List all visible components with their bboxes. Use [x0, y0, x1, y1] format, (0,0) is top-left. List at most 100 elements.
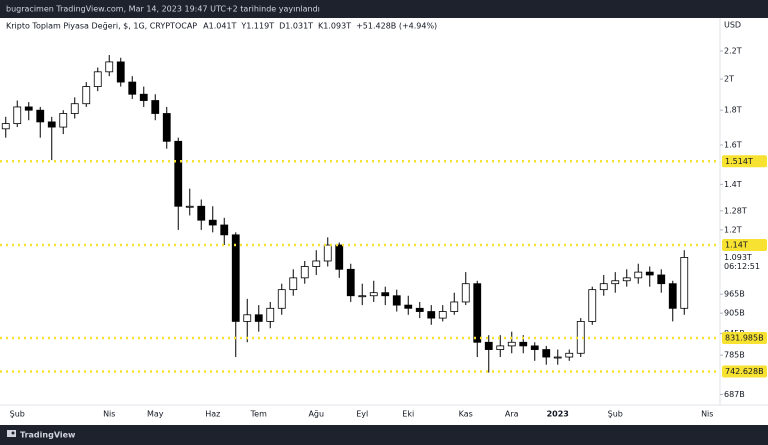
x-tick-label: Eki	[402, 410, 414, 419]
candle-body	[438, 311, 447, 319]
level-label: 742.628B	[725, 367, 764, 376]
legend-change: +51.428B (+4.94%)	[356, 22, 437, 31]
candle-body	[645, 271, 654, 276]
candle-body	[139, 93, 148, 101]
y-tick-label: 905B	[724, 309, 745, 318]
candle-body	[174, 140, 183, 207]
candle-body	[59, 113, 68, 128]
level-label-box	[722, 365, 767, 378]
candle-body	[70, 103, 79, 114]
y-tick-label: 1.8T	[724, 106, 742, 115]
candle-body	[231, 234, 240, 322]
candle-body	[611, 280, 620, 285]
x-tick-label: Ara	[505, 410, 519, 419]
candle-body	[680, 257, 689, 309]
x-tick-label: Nis	[701, 410, 713, 419]
candle-body	[565, 352, 574, 358]
candle-body	[185, 205, 194, 208]
level-label-box	[722, 239, 767, 252]
y-tick-label: 1.6T	[724, 140, 742, 149]
candle-body	[346, 268, 355, 297]
level-label-box	[722, 331, 767, 344]
legend-symbol: Kripto Toplam Piyasa Değeri, $, 1G, CRYP…	[6, 22, 197, 31]
candle-body	[519, 341, 528, 347]
candle-body	[450, 301, 459, 312]
candle-body	[668, 283, 677, 309]
candle-body	[657, 274, 666, 285]
footer-text: TradingView	[20, 431, 76, 440]
candle-body	[427, 311, 436, 319]
countdown: 06:12:51	[724, 262, 760, 271]
candle-body	[553, 356, 562, 359]
y-tick-label: 2.2T	[724, 46, 742, 55]
x-tick-label: 2023	[547, 410, 569, 419]
legend-ohlc: D1.031T	[279, 22, 313, 31]
candle-body	[335, 244, 344, 270]
candle-body	[82, 86, 91, 105]
legend-ohlc: Y1.119T	[240, 22, 274, 31]
candle-body	[289, 277, 298, 291]
candle-body	[369, 292, 378, 297]
candle-body	[93, 71, 102, 87]
candle-body	[47, 121, 56, 128]
tv-logo	[7, 430, 16, 437]
x-tick-label: Haz	[205, 410, 220, 419]
candle-body	[128, 81, 137, 95]
candle-body	[392, 295, 401, 306]
candle-body	[151, 100, 160, 114]
x-tick-label: Tem	[250, 410, 267, 419]
legend-ohlc: A1.041T	[203, 22, 236, 31]
candle-body	[162, 113, 171, 142]
candle-body	[323, 244, 332, 262]
currency: USD	[724, 21, 741, 30]
candle-body	[116, 61, 125, 83]
x-tick-label: Eyl	[356, 410, 368, 419]
candle-body	[36, 109, 45, 123]
x-tick-label: May	[147, 410, 164, 419]
candle-body	[599, 283, 608, 291]
last-price-label: 1.093T	[724, 253, 752, 262]
candle-body	[461, 283, 470, 303]
level-label-box	[722, 155, 767, 168]
candle-body	[13, 106, 22, 125]
x-tick-label: Ağu	[308, 410, 324, 419]
candle-body	[507, 341, 516, 347]
candle-body	[381, 292, 390, 297]
candle-body	[266, 307, 275, 322]
y-tick-label: 1.28T	[724, 206, 747, 215]
x-tick-label: Kas	[459, 410, 473, 419]
y-tick-label: 965B	[724, 290, 745, 299]
candle-body	[312, 260, 321, 267]
candle-body	[496, 345, 505, 350]
candle-body	[254, 314, 263, 322]
y-tick-label: 687B	[724, 390, 745, 399]
candle-body	[105, 61, 114, 73]
candle-body	[404, 304, 413, 309]
level-label: 831.985B	[725, 333, 764, 342]
candle-body	[622, 277, 631, 282]
candle-body	[358, 295, 367, 298]
y-tick-label: 785B	[724, 351, 745, 360]
y-tick-label: 1.2T	[724, 225, 742, 234]
level-label: 1.514T	[725, 157, 753, 166]
candle-body	[530, 345, 539, 350]
candle-body	[220, 224, 229, 236]
candle-body	[634, 271, 643, 279]
candle-body	[197, 205, 206, 221]
x-tick-label: Şub	[608, 410, 623, 419]
candle-body	[415, 307, 424, 312]
candle-body	[1, 123, 10, 130]
candle-body	[208, 219, 217, 226]
candle-body	[300, 266, 309, 279]
level-label: 1.14T	[725, 241, 748, 250]
candle-body	[542, 349, 551, 358]
candle-body	[243, 314, 252, 322]
header-text: bugracimen TradingView.com, Mar 14, 2023…	[6, 5, 320, 14]
candle-body	[277, 289, 286, 309]
header-bar	[0, 0, 768, 18]
x-tick-label: Şub	[10, 410, 25, 419]
candle-body	[24, 106, 33, 111]
y-tick-label: 1.4T	[724, 180, 742, 189]
candle-body	[484, 341, 493, 350]
